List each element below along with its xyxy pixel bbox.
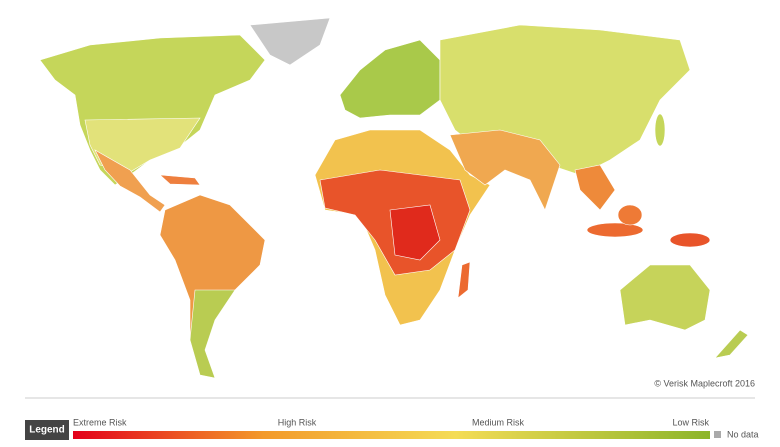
congo-basin bbox=[389, 204, 441, 261]
south-america bbox=[159, 194, 266, 379]
greenland bbox=[249, 17, 331, 66]
legend-label: Medium Risk bbox=[472, 417, 525, 427]
legend-box bbox=[25, 420, 69, 440]
europe bbox=[339, 39, 441, 119]
legend-label: Low Risk bbox=[672, 417, 709, 427]
world-map bbox=[39, 17, 749, 379]
north-america bbox=[39, 34, 266, 186]
borneo bbox=[617, 204, 643, 226]
new-guinea bbox=[669, 232, 711, 248]
indonesia bbox=[586, 222, 644, 238]
south-asia bbox=[449, 129, 561, 211]
central-america bbox=[94, 149, 166, 213]
australia bbox=[619, 264, 711, 331]
madagascar bbox=[457, 261, 471, 299]
copyright: © Verisk Maplecroft 2016 bbox=[654, 378, 755, 388]
legend-title: Legend bbox=[29, 425, 65, 436]
southeast-asia bbox=[574, 164, 616, 211]
no-data-label: No data bbox=[727, 429, 759, 439]
japan bbox=[654, 113, 666, 147]
legend-label: Extreme Risk bbox=[73, 417, 127, 427]
no-data-swatch bbox=[714, 431, 721, 438]
caribbean bbox=[159, 174, 201, 186]
legend-gradient bbox=[73, 431, 710, 439]
southern-cone bbox=[189, 289, 236, 379]
new-zealand bbox=[714, 329, 749, 359]
legend-label: High Risk bbox=[278, 417, 317, 427]
southern-us bbox=[84, 117, 201, 173]
